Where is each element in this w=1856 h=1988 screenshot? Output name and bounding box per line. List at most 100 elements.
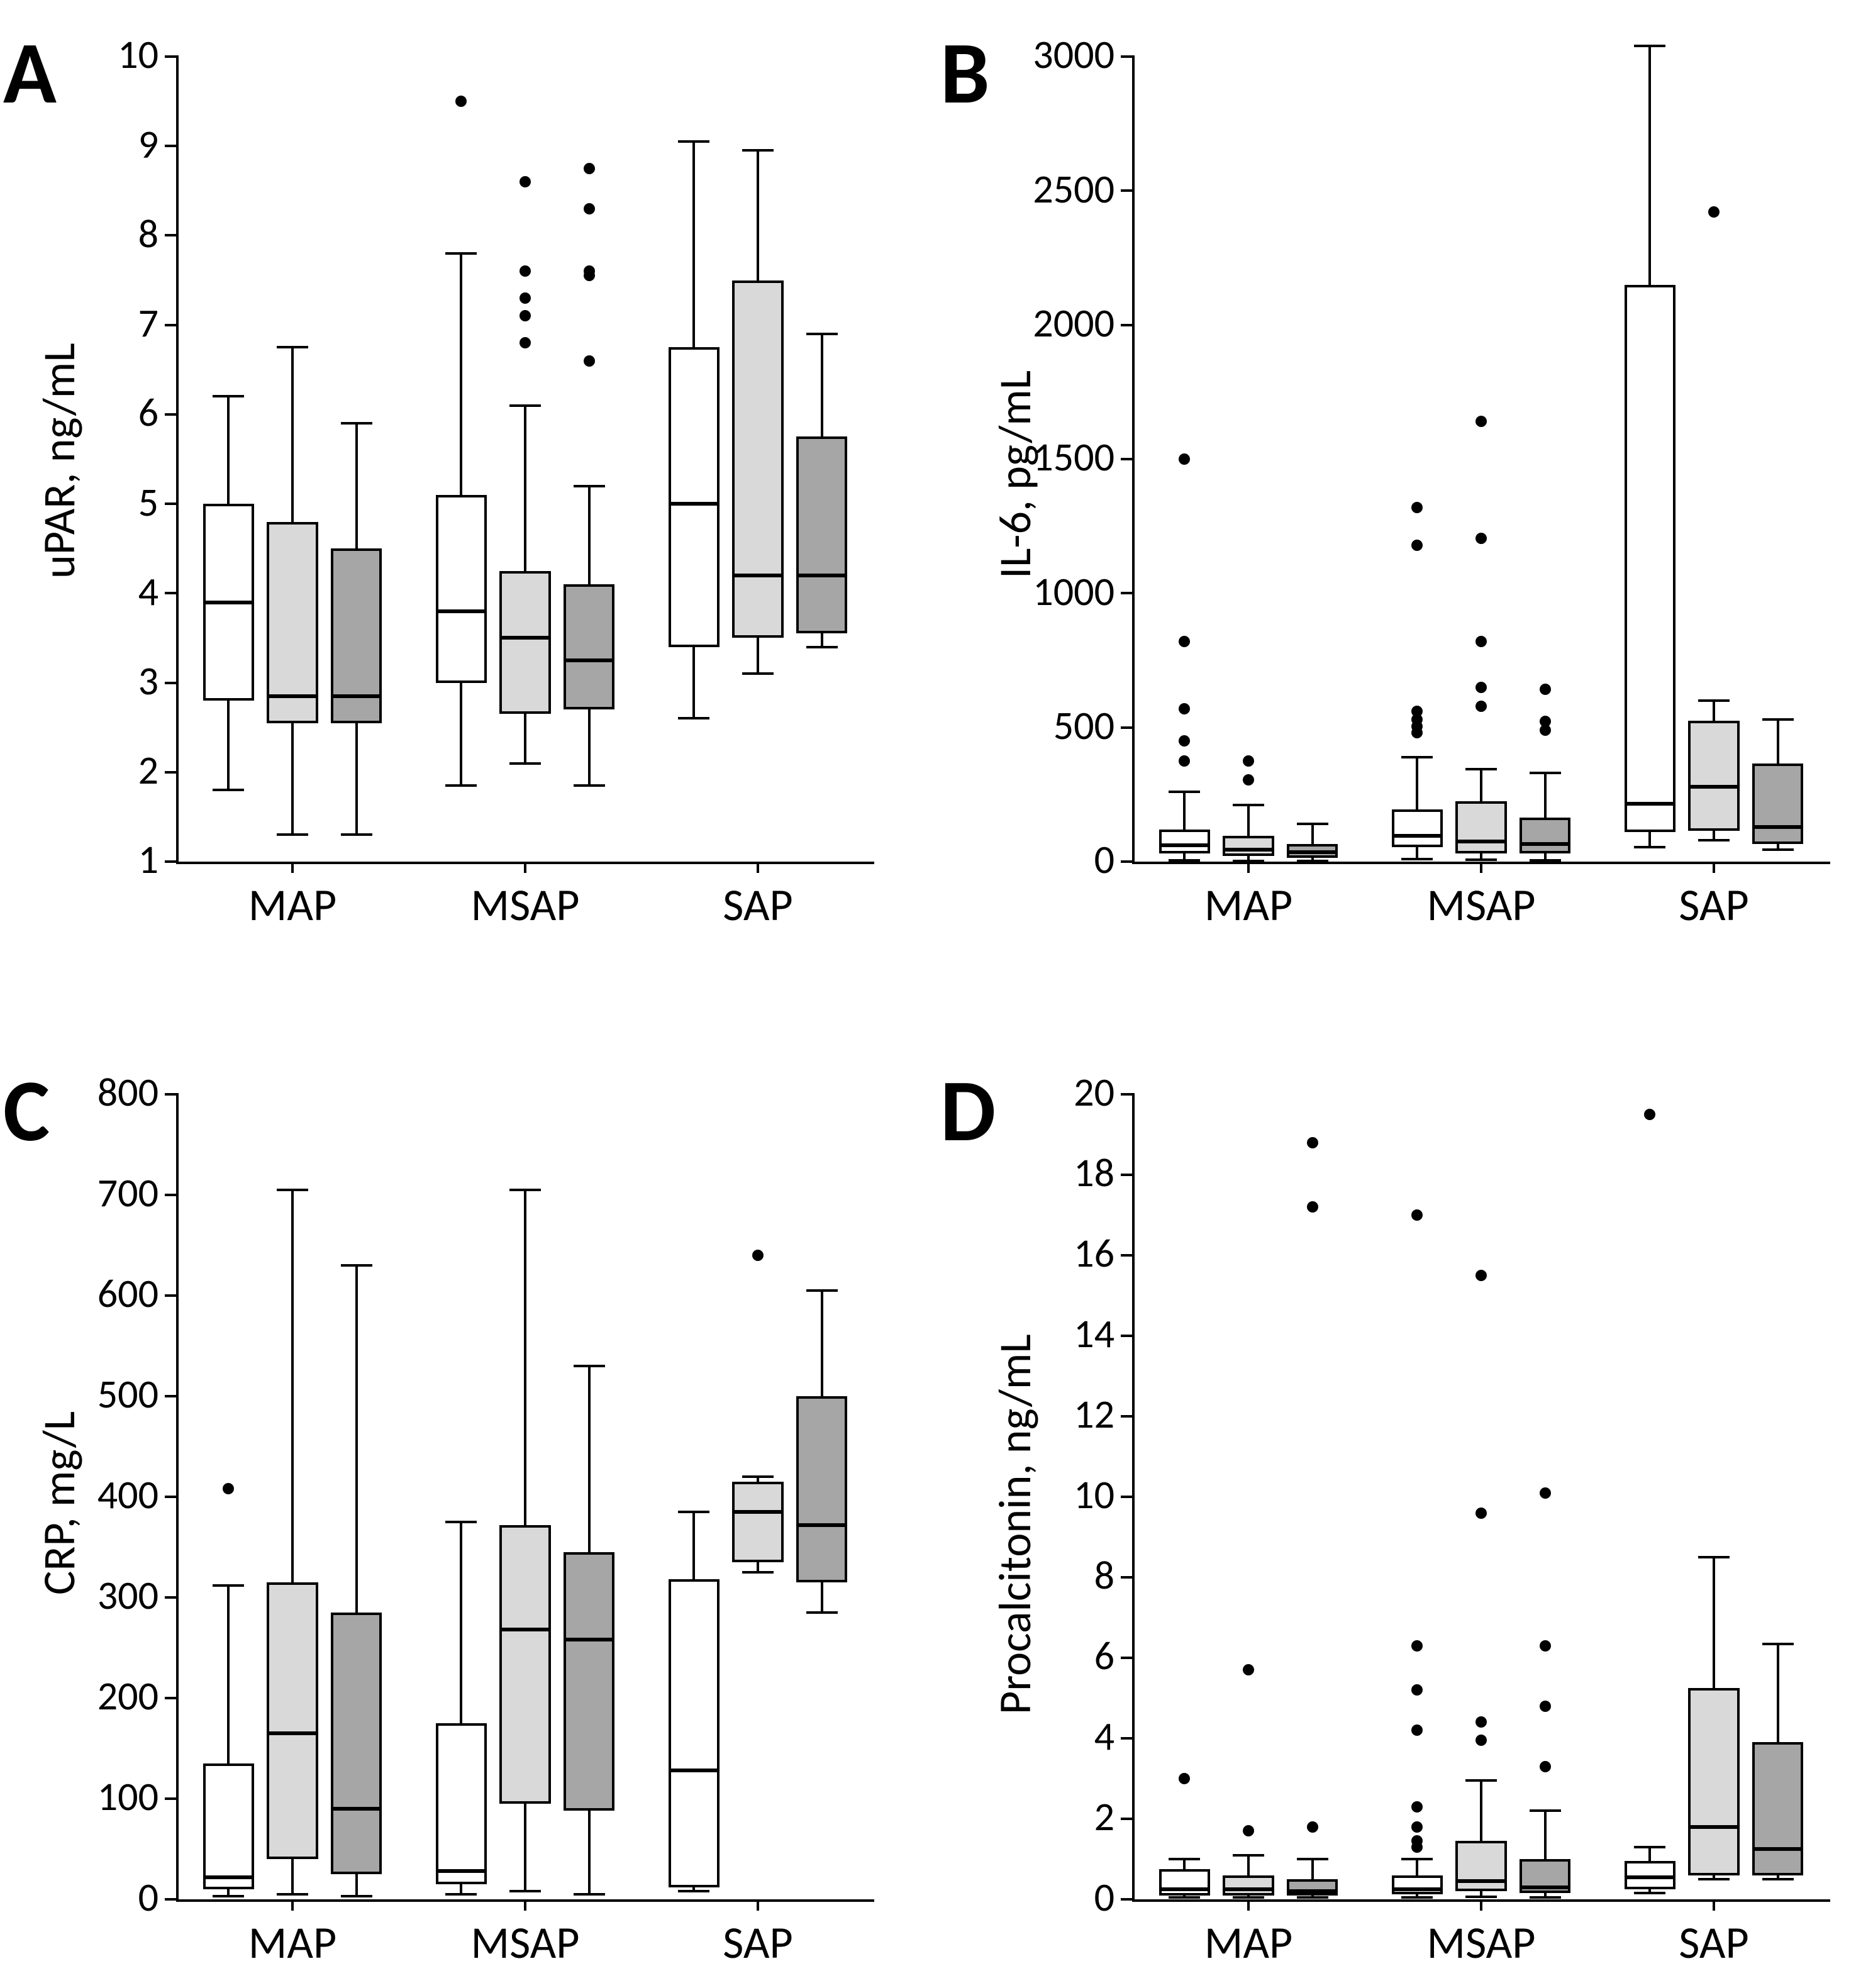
y-axis-line [1132, 1093, 1135, 1901]
median-line [564, 658, 614, 662]
whisker-cap-lower [1401, 1896, 1433, 1899]
box-msap-s2 [564, 584, 614, 709]
y-tick [165, 1697, 176, 1699]
whisker-upper [227, 396, 230, 504]
median-line [1392, 1887, 1443, 1891]
median-line [499, 636, 550, 640]
whisker-cap-upper [806, 333, 838, 335]
whisker-cap-upper [509, 404, 541, 407]
y-tick [1121, 1576, 1132, 1579]
y-tick [165, 145, 176, 147]
whisker-cap-lower [1233, 860, 1264, 862]
y-tick-label: 20 [1008, 1068, 1114, 1117]
x-category-label: SAP [682, 1915, 833, 1970]
panel-letter-c: C [3, 1057, 50, 1164]
outlier-point [1475, 636, 1487, 647]
box-map-s1 [267, 522, 318, 723]
whisker-cap-upper [445, 1521, 477, 1523]
median-line [732, 574, 783, 577]
whisker-cap-upper [341, 422, 372, 425]
y-tick-label: 9 [52, 120, 158, 169]
box-sap-s2 [796, 1396, 847, 1582]
whisker-cap-lower [341, 1895, 372, 1897]
whisker-cap-upper [742, 149, 774, 152]
panel-letter-b: B [940, 19, 989, 126]
whisker-cap-lower [806, 646, 838, 648]
outlier-point [584, 355, 595, 367]
y-tick [165, 1194, 176, 1196]
median-line [669, 1769, 720, 1772]
x-tick [1247, 1899, 1250, 1911]
outlier-point [1411, 1684, 1423, 1696]
whisker-cap-lower [341, 833, 372, 836]
median-line [1455, 840, 1506, 843]
y-tick-label: 0 [1008, 1873, 1114, 1922]
y-tick [1121, 1415, 1132, 1418]
y-tick [1121, 458, 1132, 460]
whisker-cap-upper [277, 346, 308, 348]
whisker-lower [524, 714, 526, 763]
box-msap-s0 [436, 1723, 487, 1884]
whisker-cap-upper [1634, 1846, 1665, 1848]
outlier-point [1179, 735, 1190, 747]
whisker-lower [588, 709, 591, 786]
whisker-upper [1247, 1855, 1250, 1875]
box-msap-s1 [499, 1525, 550, 1804]
outlier-point [1540, 1761, 1551, 1772]
outlier-point [520, 265, 531, 277]
whisker-lower [227, 701, 230, 790]
x-category-label: MAP [1173, 877, 1324, 933]
panel-letter-d: D [940, 1057, 996, 1164]
outlier-point [1475, 416, 1487, 427]
y-tick [165, 860, 176, 863]
x-category-label: SAP [1638, 1915, 1789, 1970]
y-tick [165, 324, 176, 326]
median-line [331, 694, 382, 698]
whisker-upper [1777, 719, 1779, 764]
y-tick-label: 0 [52, 1873, 158, 1922]
box-msap-s0 [436, 495, 487, 683]
median-line [1223, 848, 1274, 852]
outlier-point [1179, 755, 1190, 767]
x-tick [1247, 862, 1250, 873]
y-tick-label: 2 [1008, 1792, 1114, 1841]
whisker-upper [1544, 1811, 1547, 1859]
whisker-cap-lower [213, 1895, 244, 1897]
whisker-lower [355, 723, 358, 835]
whisker-upper [524, 1190, 526, 1525]
whisker-cap-upper [1401, 1858, 1433, 1860]
y-axis-line [176, 1093, 179, 1901]
whisker-lower [588, 1811, 591, 1894]
y-axis-line [176, 55, 179, 863]
median-line [1223, 1887, 1274, 1891]
outlier-point [1179, 703, 1190, 714]
whisker-upper [588, 1366, 591, 1552]
y-tick-label: 600 [52, 1269, 158, 1318]
box-sap-s1 [1688, 721, 1739, 831]
y-tick-label: 0 [1008, 835, 1114, 884]
y-tick [165, 682, 176, 684]
whisker-cap-lower [574, 784, 605, 787]
whisker-cap-upper [509, 1189, 541, 1191]
y-tick-label: 18 [1008, 1148, 1114, 1197]
whisker-cap-upper [1698, 1556, 1730, 1558]
median-line [1287, 1889, 1338, 1893]
box-sap-s2 [796, 436, 847, 633]
whisker-upper [1416, 1859, 1418, 1875]
whisker-upper [1713, 1557, 1715, 1688]
y-tick [1121, 324, 1132, 326]
whisker-upper [1311, 1859, 1314, 1879]
whisker-cap-upper [277, 1189, 308, 1191]
whisker-upper [1183, 792, 1186, 830]
y-tick [165, 1496, 176, 1498]
box-msap-s2 [1520, 818, 1570, 854]
outlier-point [1540, 684, 1551, 695]
x-tick [524, 862, 526, 873]
x-category-label: MSAP [1406, 877, 1557, 933]
y-tick [165, 413, 176, 416]
whisker-cap-upper [1297, 823, 1328, 825]
median-line [1455, 1879, 1506, 1883]
box-sap-s2 [1752, 764, 1803, 844]
whisker-cap-lower [1698, 839, 1730, 841]
whisker-cap-upper [1233, 804, 1264, 806]
